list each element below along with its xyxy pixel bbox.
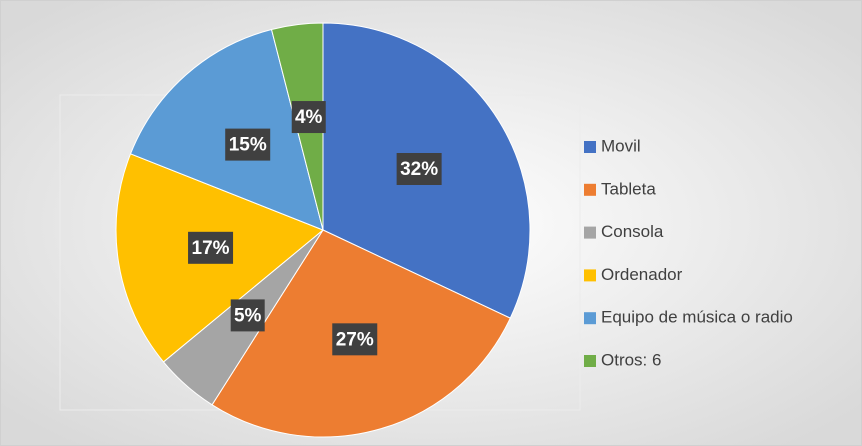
data-label: 4% [295, 107, 323, 128]
data-label-box [396, 152, 442, 185]
legend-label: Tableta [601, 179, 656, 198]
legend-swatch [584, 269, 596, 282]
data-label-box [188, 231, 234, 264]
legend-swatch [584, 226, 596, 239]
legend-label: Equipo de música o radio [601, 308, 793, 327]
data-label-box [230, 299, 265, 332]
legend-swatch [584, 355, 596, 367]
legend-label: Otros: 6 [601, 350, 661, 369]
data-label-box [225, 128, 271, 161]
data-label: 5% [234, 305, 262, 326]
legend-label: Ordenador [601, 265, 683, 284]
legend-swatch [584, 141, 596, 153]
data-label-box [291, 101, 326, 134]
legend-label: Consola [601, 222, 664, 241]
legend-label: Movil [601, 136, 641, 155]
legend-swatch [584, 312, 596, 325]
data-label: 27% [336, 329, 374, 350]
data-label-box [332, 323, 378, 356]
data-label: 32% [400, 159, 438, 180]
legend-swatch [584, 183, 596, 196]
data-label: 15% [229, 135, 267, 156]
data-label: 17% [192, 238, 230, 259]
